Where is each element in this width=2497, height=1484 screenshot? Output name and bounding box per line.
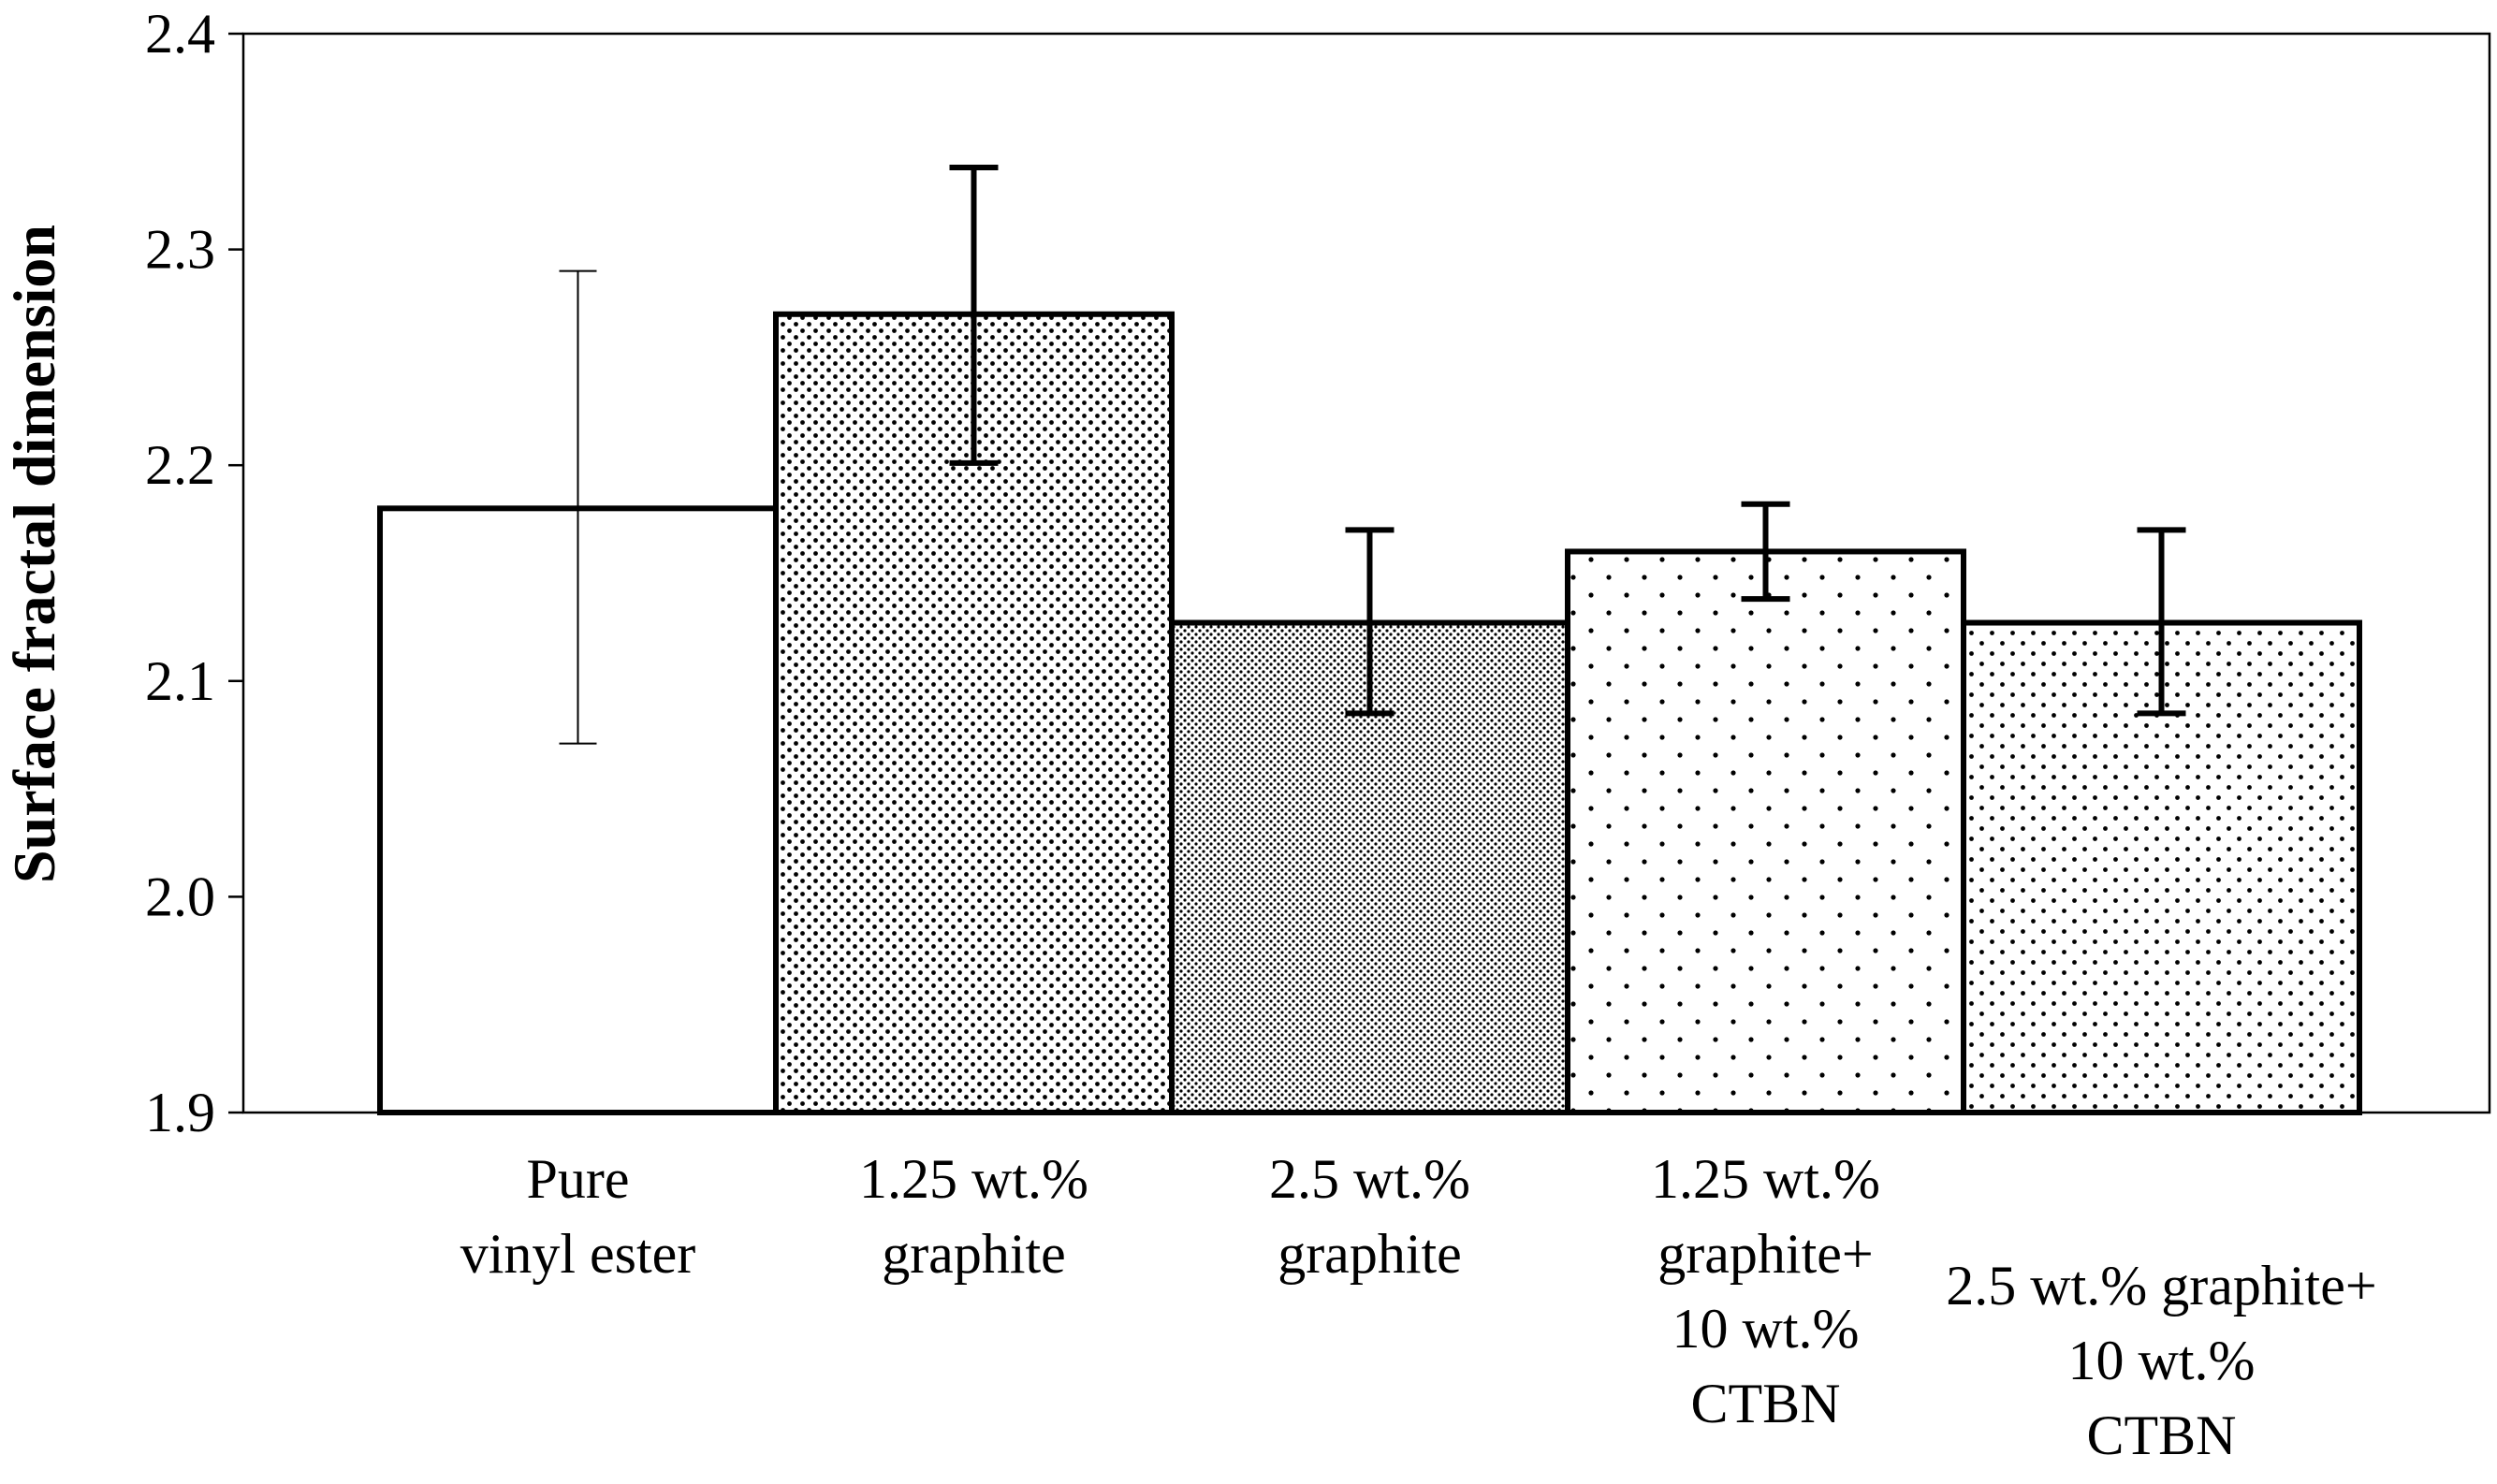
error-bars-layer	[559, 164, 2186, 745]
category-label-2-line-0: 2.5 wt.%	[1269, 1148, 1470, 1210]
category-label-3-line-3: CTBN	[1690, 1373, 1840, 1434]
labels-layer: 1.9 2.0 2.1 2.2 2.3 2.4 Pure vinyl ester 1.25 wt…	[145, 3, 2377, 1466]
category-label-1-line-1: graphite	[882, 1223, 1066, 1285]
category-label-4: 2.5 wt.% graphite+ 10 wt.% CTBN	[1946, 1255, 2376, 1466]
category-label-3-line-1: graphite+	[1657, 1223, 1873, 1285]
y-tick-label-0: 1.9	[145, 1082, 215, 1143]
bar-4	[1961, 619, 2362, 1115]
category-label-1: 1.25 wt.% graphite	[859, 1148, 1088, 1285]
category-label-2: 2.5 wt.% graphite	[1269, 1148, 1470, 1285]
category-label-1-line-0: 1.25 wt.%	[859, 1148, 1088, 1210]
category-label-0-line-1: vinyl ester	[460, 1223, 696, 1285]
category-label-0: Pure vinyl ester	[460, 1148, 696, 1285]
y-tick-label-4: 2.3	[145, 219, 215, 281]
y-tick-label-3: 2.2	[145, 434, 215, 496]
category-label-4-line-2: CTBN	[2086, 1404, 2236, 1466]
category-label-3: 1.25 wt.% graphite+ 10 wt.% CTBN	[1651, 1148, 1880, 1434]
bar-3	[1565, 548, 1966, 1115]
category-label-4-line-1: 10 wt.%	[2068, 1330, 2256, 1391]
category-label-3-line-0: 1.25 wt.%	[1651, 1148, 1880, 1210]
y-tick-label-2: 2.1	[145, 650, 215, 712]
category-label-2-line-1: graphite	[1278, 1223, 1462, 1285]
y-tick-label-1: 2.0	[145, 866, 215, 927]
bar-2	[1169, 619, 1570, 1115]
category-label-3-line-2: 10 wt.%	[1672, 1298, 1860, 1360]
category-label-0-line-0: Pure	[527, 1148, 630, 1210]
y-tick-label-5: 2.4	[145, 3, 215, 65]
category-label-4-line-0: 2.5 wt.% graphite+	[1946, 1255, 2376, 1317]
y-axis-title: Surface fractal dimension	[1, 225, 67, 883]
